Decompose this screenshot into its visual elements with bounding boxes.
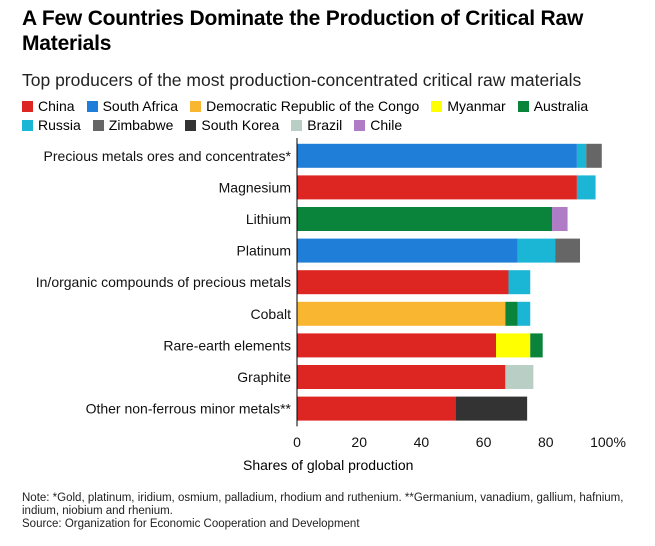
legend: China South Africa Democratic Republic o… [22,97,652,135]
bar-segment-russia [508,270,531,295]
legend-item: Australia [517,97,589,116]
legend-swatch [86,101,98,112]
category-label: Magnesium [219,179,291,195]
bar-segment-zimbabwe [586,143,602,168]
bar-segment-australia [505,301,518,326]
legend-label: Myanmar [447,98,506,114]
legend-label: South Africa [102,98,179,114]
x-tick-label: 40 [414,434,430,450]
category-label: Lithium [246,211,291,227]
bar-segment-china [297,365,506,389]
legend-item: South Africa [86,97,179,116]
chart-notes: Note: *Gold, platinum, iridium, osmium, … [22,492,642,531]
bar-segment-chile [552,207,568,231]
category-label: In/organic compounds of precious metals [36,274,291,290]
category-label: Precious metals ores and concentrates* [44,148,292,164]
legend-swatch [185,120,197,131]
x-tick-label: 100% [590,434,626,450]
bar-segment-russia [576,143,587,168]
legend-label: Chile [370,117,403,133]
chart-subtitle: Top producers of the most production-con… [22,70,582,90]
legend-label: Brazil [307,117,343,133]
bar-segment-south-africa [297,143,577,168]
x-tick-label: 20 [351,434,367,450]
bar-segment-zimbabwe [555,238,581,263]
legend-label: China [38,98,75,114]
x-tick-label: 80 [538,434,554,450]
legend-swatch [517,101,529,112]
legend-label: Russia [38,117,81,133]
x-tick-label: 0 [293,434,301,450]
legend-swatch [291,120,303,131]
bar-segment-russia [517,238,556,263]
category-label: Rare-earth elements [163,337,291,353]
legend-label: Australia [533,98,589,114]
legend-swatch [190,101,202,112]
category-label: Graphite [237,369,291,385]
legend-item: Democratic Republic of the Congo [190,97,419,116]
legend-swatch [354,120,366,131]
legend-item: Russia [22,116,81,135]
chart-title: A Few Countries Dominate the Production … [22,7,584,55]
legend-item: Brazil [291,116,342,135]
bar-segment-democratic-republic-of-the-congo [297,301,506,326]
legend-item: China [22,97,75,116]
x-axis-label: Shares of global production [243,457,414,473]
legend-item: South Korea [185,116,279,135]
bar-segment-myanmar [496,333,531,358]
legend-row-1: China South Africa Democratic Republic o… [22,97,652,116]
legend-label: Zimbabwe [108,117,174,133]
bar-segment-australia [297,207,553,231]
legend-label: Democratic Republic of the Congo [206,98,420,114]
category-label: Other non-ferrous minor metals** [86,401,292,417]
legend-swatch [431,101,443,112]
category-label: Platinum [237,243,291,259]
bar-segment-china [297,333,497,358]
legend-item: Myanmar [431,97,506,116]
bar-segment-brazil [505,365,534,389]
legend-item: Zimbabwe [92,116,174,135]
bar-segment-south-korea [455,396,528,421]
bar-segment-russia [517,301,531,326]
bar-segment-china [297,270,509,295]
legend-swatch [22,120,33,131]
bar-segment-china [297,175,577,200]
legend-label: South Korea [201,117,280,133]
legend-swatch [92,120,104,131]
legend-item: Chile [354,116,402,135]
category-label: Cobalt [251,306,292,322]
x-tick-label: 60 [476,434,492,450]
bar-segment-australia [530,333,543,358]
legend-row-2: Russia Zimbabwe South Korea Brazil Chile [22,116,652,135]
legend-swatch [22,101,33,112]
bar-segment-china [297,396,456,421]
source-note: Source: Organization for Economic Cooper… [22,518,360,530]
bar-segment-russia [576,175,596,200]
footnote: Note: *Gold, platinum, iridium, osmium, … [22,492,624,517]
bar-segment-south-africa [297,238,518,263]
